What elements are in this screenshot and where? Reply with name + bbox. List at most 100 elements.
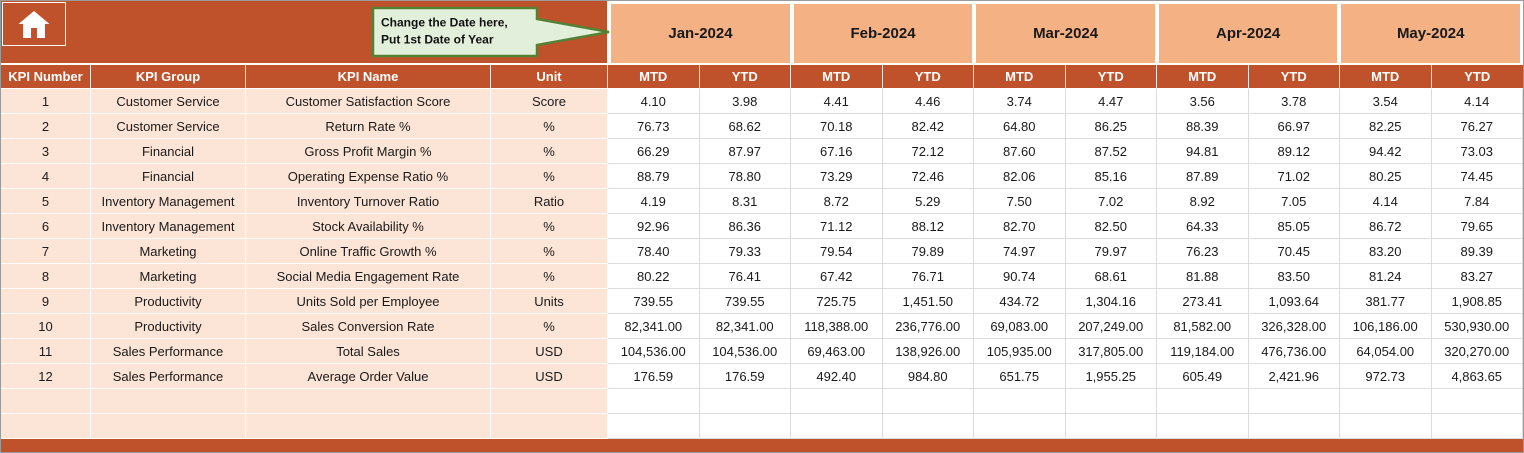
value-cell: 104,536.00: [699, 339, 791, 364]
value-cell: 83.50: [1248, 264, 1340, 289]
month-header-may-2024[interactable]: May-2024: [1341, 4, 1520, 63]
value-cell: 1,093.64: [1248, 289, 1340, 314]
value-cell: 67.42: [791, 264, 883, 289]
value-cell: 86.25: [1065, 114, 1157, 139]
empty-value-cell: [974, 389, 1066, 414]
value-cell: 87.60: [974, 139, 1066, 164]
home-button[interactable]: [2, 2, 66, 46]
value-cell: 86.72: [1340, 214, 1432, 239]
table-row: 3 Financial Gross Profit Margin %% 66.29 87.…: [1, 139, 1523, 164]
empty-row: [1, 389, 1523, 414]
month-header-mar-2024[interactable]: Mar-2024: [976, 4, 1155, 63]
value-cell: 69,083.00: [974, 314, 1066, 339]
column-header-mtd-2: MTD: [791, 65, 883, 89]
empty-value-cell: [1340, 389, 1432, 414]
value-cell: 3.54: [1340, 89, 1432, 114]
table-row: 11 Sales Performance Total Sales USD 104,536…: [1, 339, 1523, 364]
value-cell: 64,054.00: [1340, 339, 1432, 364]
home-icon: [18, 10, 50, 38]
kpi-name-cell: Inventory Turnover Ratio: [246, 189, 491, 214]
kpi-group-cell: Marketing: [91, 239, 246, 264]
value-cell: 138,926.00: [882, 339, 974, 364]
value-cell: 69,463.00: [791, 339, 883, 364]
empty-value-cell: [1065, 414, 1157, 439]
kpi-group-cell: Financial: [91, 164, 246, 189]
value-cell: 88.39: [1157, 114, 1249, 139]
empty-value-cell: [1248, 389, 1340, 414]
empty-value-cell: [608, 389, 700, 414]
callout-shape: [371, 6, 610, 58]
value-cell: 82,341.00: [608, 314, 700, 339]
kpi-name-cell: Online Traffic Growth %: [246, 239, 491, 264]
value-cell: 7.02: [1065, 189, 1157, 214]
kpi-number-cell: 7: [1, 239, 91, 264]
kpi-group-cell: Financial: [91, 139, 246, 164]
value-cell: 94.81: [1157, 139, 1249, 164]
empty-value-cell: [791, 414, 883, 439]
empty-value-cell: [1248, 414, 1340, 439]
value-cell: 74.97: [974, 239, 1066, 264]
empty-value-cell: [699, 389, 791, 414]
value-cell: 8.92: [1157, 189, 1249, 214]
kpi-number-cell: 3: [1, 139, 91, 164]
column-header-kpi-name: KPI Name: [246, 65, 491, 89]
date-callout: Change the Date here, Put 1st Date of Ye…: [371, 6, 611, 58]
kpi-group-cell: Inventory Management: [91, 214, 246, 239]
unit-cell: %: [491, 264, 608, 289]
kpi-name-cell: Gross Profit Margin %: [246, 139, 491, 164]
kpi-group-cell: Productivity: [91, 314, 246, 339]
value-cell: 5.29: [882, 189, 974, 214]
value-cell: 79.54: [791, 239, 883, 264]
table-row: 9 Productivity Units Sold per Employee Unit…: [1, 289, 1523, 314]
empty-value-cell: [699, 414, 791, 439]
empty-value-cell: [1157, 389, 1249, 414]
table-row: 2 Customer Service Return Rate %% 76.73 68.6…: [1, 114, 1523, 139]
kpi-number-cell: 8: [1, 264, 91, 289]
value-cell: 88.79: [608, 164, 700, 189]
value-cell: 81.24: [1340, 264, 1432, 289]
month-header-jan-2024[interactable]: Jan-2024: [611, 4, 790, 63]
kpi-group-cell: Sales Performance: [91, 339, 246, 364]
empty-left-cell: [1, 414, 91, 439]
value-cell: 3.74: [974, 89, 1066, 114]
value-cell: 71.02: [1248, 164, 1340, 189]
value-cell: 4,863.65: [1431, 364, 1523, 389]
empty-rows: [1, 389, 1523, 439]
value-cell: 70.18: [791, 114, 883, 139]
kpi-number-cell: 9: [1, 289, 91, 314]
value-cell: 1,451.50: [882, 289, 974, 314]
kpi-name-cell: Sales Conversion Rate: [246, 314, 491, 339]
empty-value-cell: [1157, 414, 1249, 439]
value-cell: 8.72: [791, 189, 883, 214]
value-cell: 176.59: [699, 364, 791, 389]
value-cell: 79.33: [699, 239, 791, 264]
value-cell: 81,582.00: [1157, 314, 1249, 339]
value-cell: 119,184.00: [1157, 339, 1249, 364]
kpi-number-cell: 11: [1, 339, 91, 364]
value-cell: 70.45: [1248, 239, 1340, 264]
value-cell: 104,536.00: [608, 339, 700, 364]
kpi-group-cell: Customer Service: [91, 114, 246, 139]
value-cell: 118,388.00: [791, 314, 883, 339]
kpi-number-cell: 1: [1, 89, 91, 114]
month-header-apr-2024[interactable]: Apr-2024: [1158, 4, 1338, 63]
month-header-feb-2024[interactable]: Feb-2024: [793, 4, 973, 63]
value-cell: 4.46: [882, 89, 974, 114]
table-body: 1 Customer Service Customer Satisfaction S…: [1, 89, 1523, 389]
kpi-group-cell: Productivity: [91, 289, 246, 314]
value-cell: 89.12: [1248, 139, 1340, 164]
value-cell: 87.97: [699, 139, 791, 164]
value-cell: 72.12: [882, 139, 974, 164]
value-cell: 68.61: [1065, 264, 1157, 289]
value-cell: 79.89: [882, 239, 974, 264]
kpi-number-cell: 10: [1, 314, 91, 339]
empty-value-cell: [1431, 389, 1523, 414]
unit-cell: USD: [491, 339, 608, 364]
kpi-name-cell: Units Sold per Employee: [246, 289, 491, 314]
month-header-band: Jan-2024 Feb-2024 Mar-2024 Apr-2024 May-2024: [607, 1, 1523, 65]
table-row: 10 Productivity Sales Conversion Rate% 82,3…: [1, 314, 1523, 339]
kpi-name-cell: Average Order Value: [246, 364, 491, 389]
value-cell: 87.52: [1065, 139, 1157, 164]
table-row: 1 Customer Service Customer Satisfaction S…: [1, 89, 1523, 114]
